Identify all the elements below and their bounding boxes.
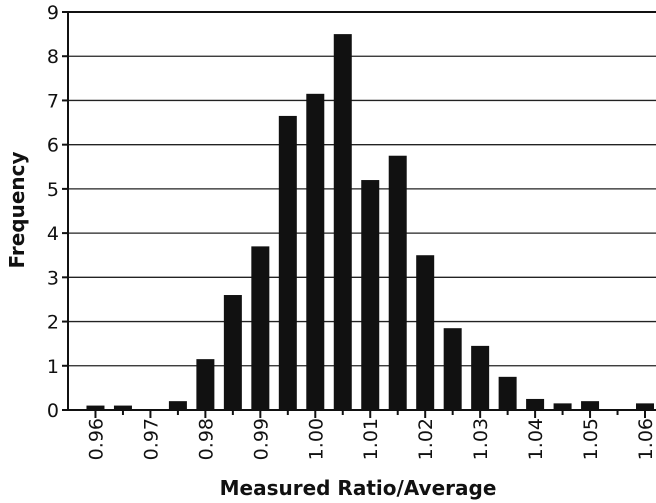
histogram-bar: [526, 398, 545, 410]
x-tick-label: 1.05: [580, 418, 602, 460]
x-tick-label: 0.99: [250, 418, 272, 460]
y-axis-title: Frequency: [5, 151, 29, 268]
histogram-bar: [168, 401, 187, 410]
y-tick-label: 7: [47, 90, 59, 112]
y-tick-label: 3: [47, 267, 59, 289]
histogram-bar: [278, 115, 297, 410]
histogram-bar: [471, 345, 490, 410]
x-tick-label: 1.01: [360, 418, 382, 460]
x-tick-label: 0.98: [195, 418, 217, 460]
histogram-bar: [553, 403, 572, 410]
histogram-bar: [306, 93, 325, 411]
histogram-bar: [251, 246, 270, 410]
x-tick-label: 1.00: [305, 418, 327, 460]
x-tick-label: 1.02: [415, 418, 437, 460]
histogram-bar: [196, 359, 215, 410]
y-tick-label: 8: [47, 46, 59, 68]
histogram-bar: [223, 295, 242, 410]
histogram-bar: [333, 34, 352, 410]
x-tick-label: 0.96: [85, 418, 107, 460]
x-tick-label: 1.03: [470, 418, 492, 460]
histogram-bar: [416, 255, 435, 410]
histogram-bar: [581, 401, 600, 410]
x-axis-title: Measured Ratio/Average: [220, 476, 497, 500]
histogram-bar: [113, 405, 132, 410]
y-tick-label: 5: [47, 179, 59, 201]
bars: [86, 34, 655, 411]
x-tick-label: 0.97: [140, 418, 162, 460]
y-tick-label: 4: [47, 223, 59, 245]
axes: [67, 11, 656, 411]
histogram-bar: [86, 405, 105, 410]
x-tick-labels: 0.96 0.97 0.98 0.99 1.00 1.01 1.02 1.03 1.04 1.05…: [85, 410, 656, 460]
histogram-bar: [388, 155, 407, 410]
y-tick-label: 0: [47, 400, 59, 422]
histogram-bar: [361, 180, 380, 410]
x-tick-label: 1.04: [525, 418, 547, 460]
y-tick-label: 1: [47, 356, 59, 378]
x-tick-label: 1.06: [635, 418, 656, 460]
y-tick-label: 6: [47, 135, 59, 157]
histogram-bar: [636, 403, 655, 410]
y-tick-labels: 0 1 2 3 4 5 6 7 8 9: [47, 2, 68, 422]
histogram-bar: [443, 328, 462, 410]
y-tick-label: 2: [47, 312, 59, 334]
histogram-bar: [498, 376, 517, 410]
y-tick-label: 9: [47, 2, 59, 24]
